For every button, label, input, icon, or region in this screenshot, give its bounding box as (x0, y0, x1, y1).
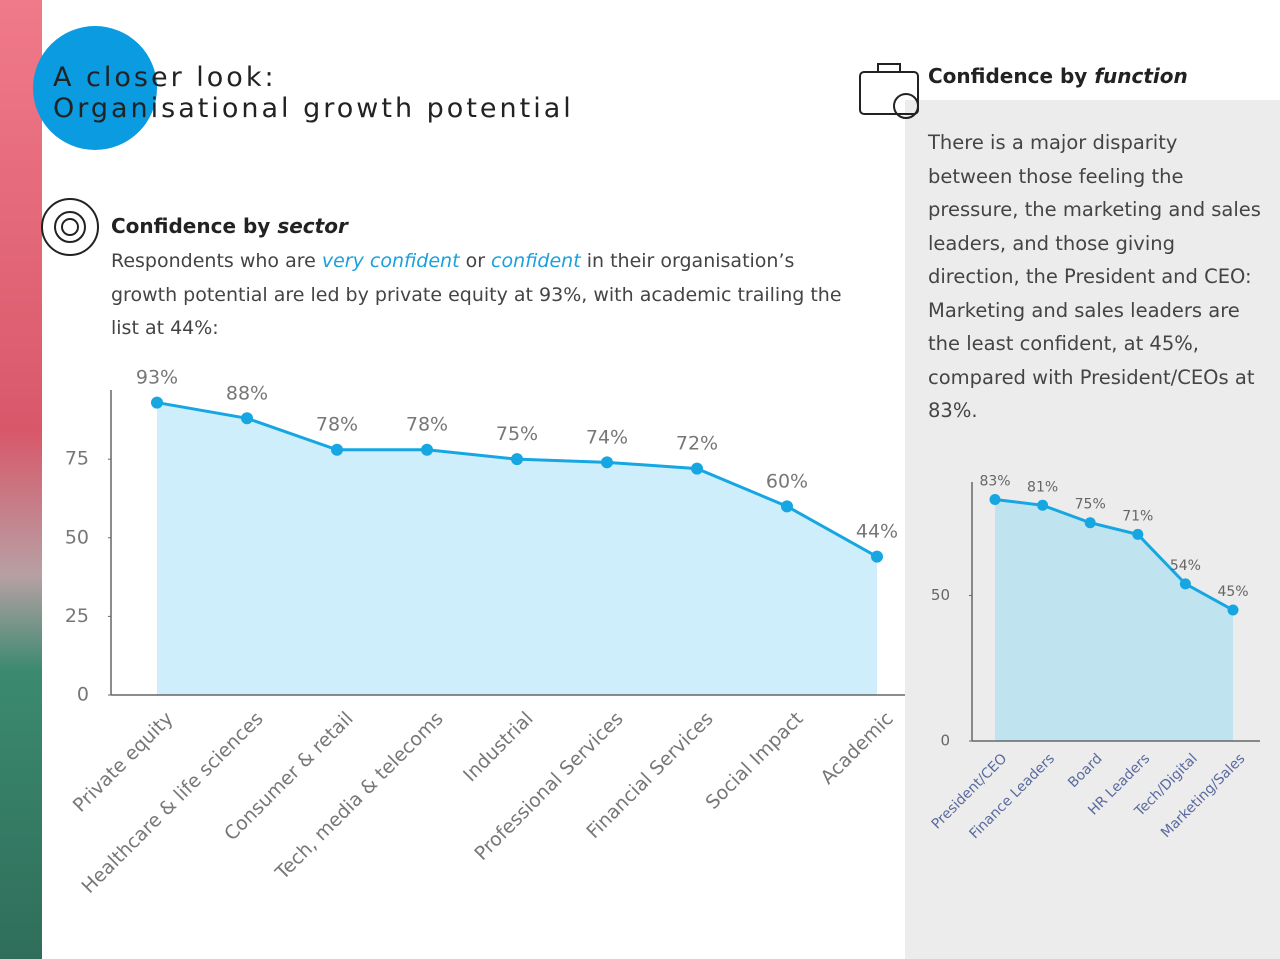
heading-text: Confidence by (111, 214, 278, 238)
point (1037, 499, 1049, 511)
y-tick-label: 0 (77, 684, 89, 706)
x-tick-label: Healthcare & life sciences (78, 708, 268, 898)
value-label: 71% (1122, 508, 1153, 524)
y-tick-label: 0 (940, 732, 950, 750)
point (511, 453, 523, 466)
value-label: 78% (316, 414, 358, 436)
y-tick-label: 25 (65, 605, 89, 627)
point (1179, 578, 1191, 590)
point (1227, 604, 1239, 616)
paragraph: Respondents who are very confident or co… (111, 245, 861, 346)
decor-circle (33, 26, 157, 150)
x-tick-label: Professional Services (470, 708, 627, 865)
gear-icon (41, 198, 99, 256)
point (601, 456, 613, 469)
x-tick-label: Tech, media & telecoms (271, 708, 448, 885)
highlight: very confident (321, 250, 460, 272)
point (151, 396, 163, 409)
value-label: 75% (1075, 497, 1106, 513)
point (1084, 517, 1096, 529)
title-line: Organisational growth potential (53, 93, 574, 124)
heading: Confidence by sector (111, 214, 348, 238)
heading-text: Confidence by (928, 64, 1095, 88)
point (871, 550, 883, 563)
text: in their organisation’s growth potential… (111, 250, 842, 339)
decor-strip (0, 0, 42, 959)
y-tick-label: 50 (65, 526, 89, 548)
value-label: 78% (406, 414, 448, 436)
value-label: 60% (766, 470, 808, 492)
point (691, 462, 703, 475)
point (989, 493, 1001, 505)
title: A closer look: Organisational growth pot… (53, 62, 574, 124)
point (781, 500, 793, 513)
point (241, 412, 253, 425)
highlight: confident (491, 250, 581, 272)
title-line: A closer look: (53, 62, 277, 93)
point (331, 443, 343, 456)
value-label: 54% (1170, 558, 1201, 574)
line (994, 497, 1234, 612)
value-label: 44% (856, 521, 898, 543)
heading: Confidence by function (928, 64, 1188, 88)
value-label: 75% (496, 423, 538, 445)
point (1132, 528, 1144, 540)
y-tick-label: 75 (65, 448, 89, 470)
briefcase-icon (859, 63, 919, 119)
paragraph: There is a major disparity between those… (928, 131, 1261, 422)
heading-em: function (1094, 64, 1188, 88)
area (995, 499, 1233, 741)
value-label: 88% (226, 382, 268, 404)
x-tick-label: Social Impact (702, 708, 808, 814)
value-label: 74% (586, 426, 628, 448)
area (157, 402, 877, 695)
x-tick-label: Industrial (459, 708, 538, 787)
x-tick-label: Academic (816, 708, 897, 789)
value-label: 72% (676, 433, 718, 455)
value-label: 45% (1217, 584, 1248, 600)
value-label: 81% (1027, 479, 1058, 495)
value-label: 93% (136, 367, 178, 389)
value-label: 83% (979, 473, 1010, 489)
text: Respondents who are (111, 250, 322, 272)
point (421, 443, 433, 456)
heading-em: sector (277, 214, 348, 238)
y-tick-label: 50 (931, 586, 950, 604)
text: or (459, 250, 492, 272)
